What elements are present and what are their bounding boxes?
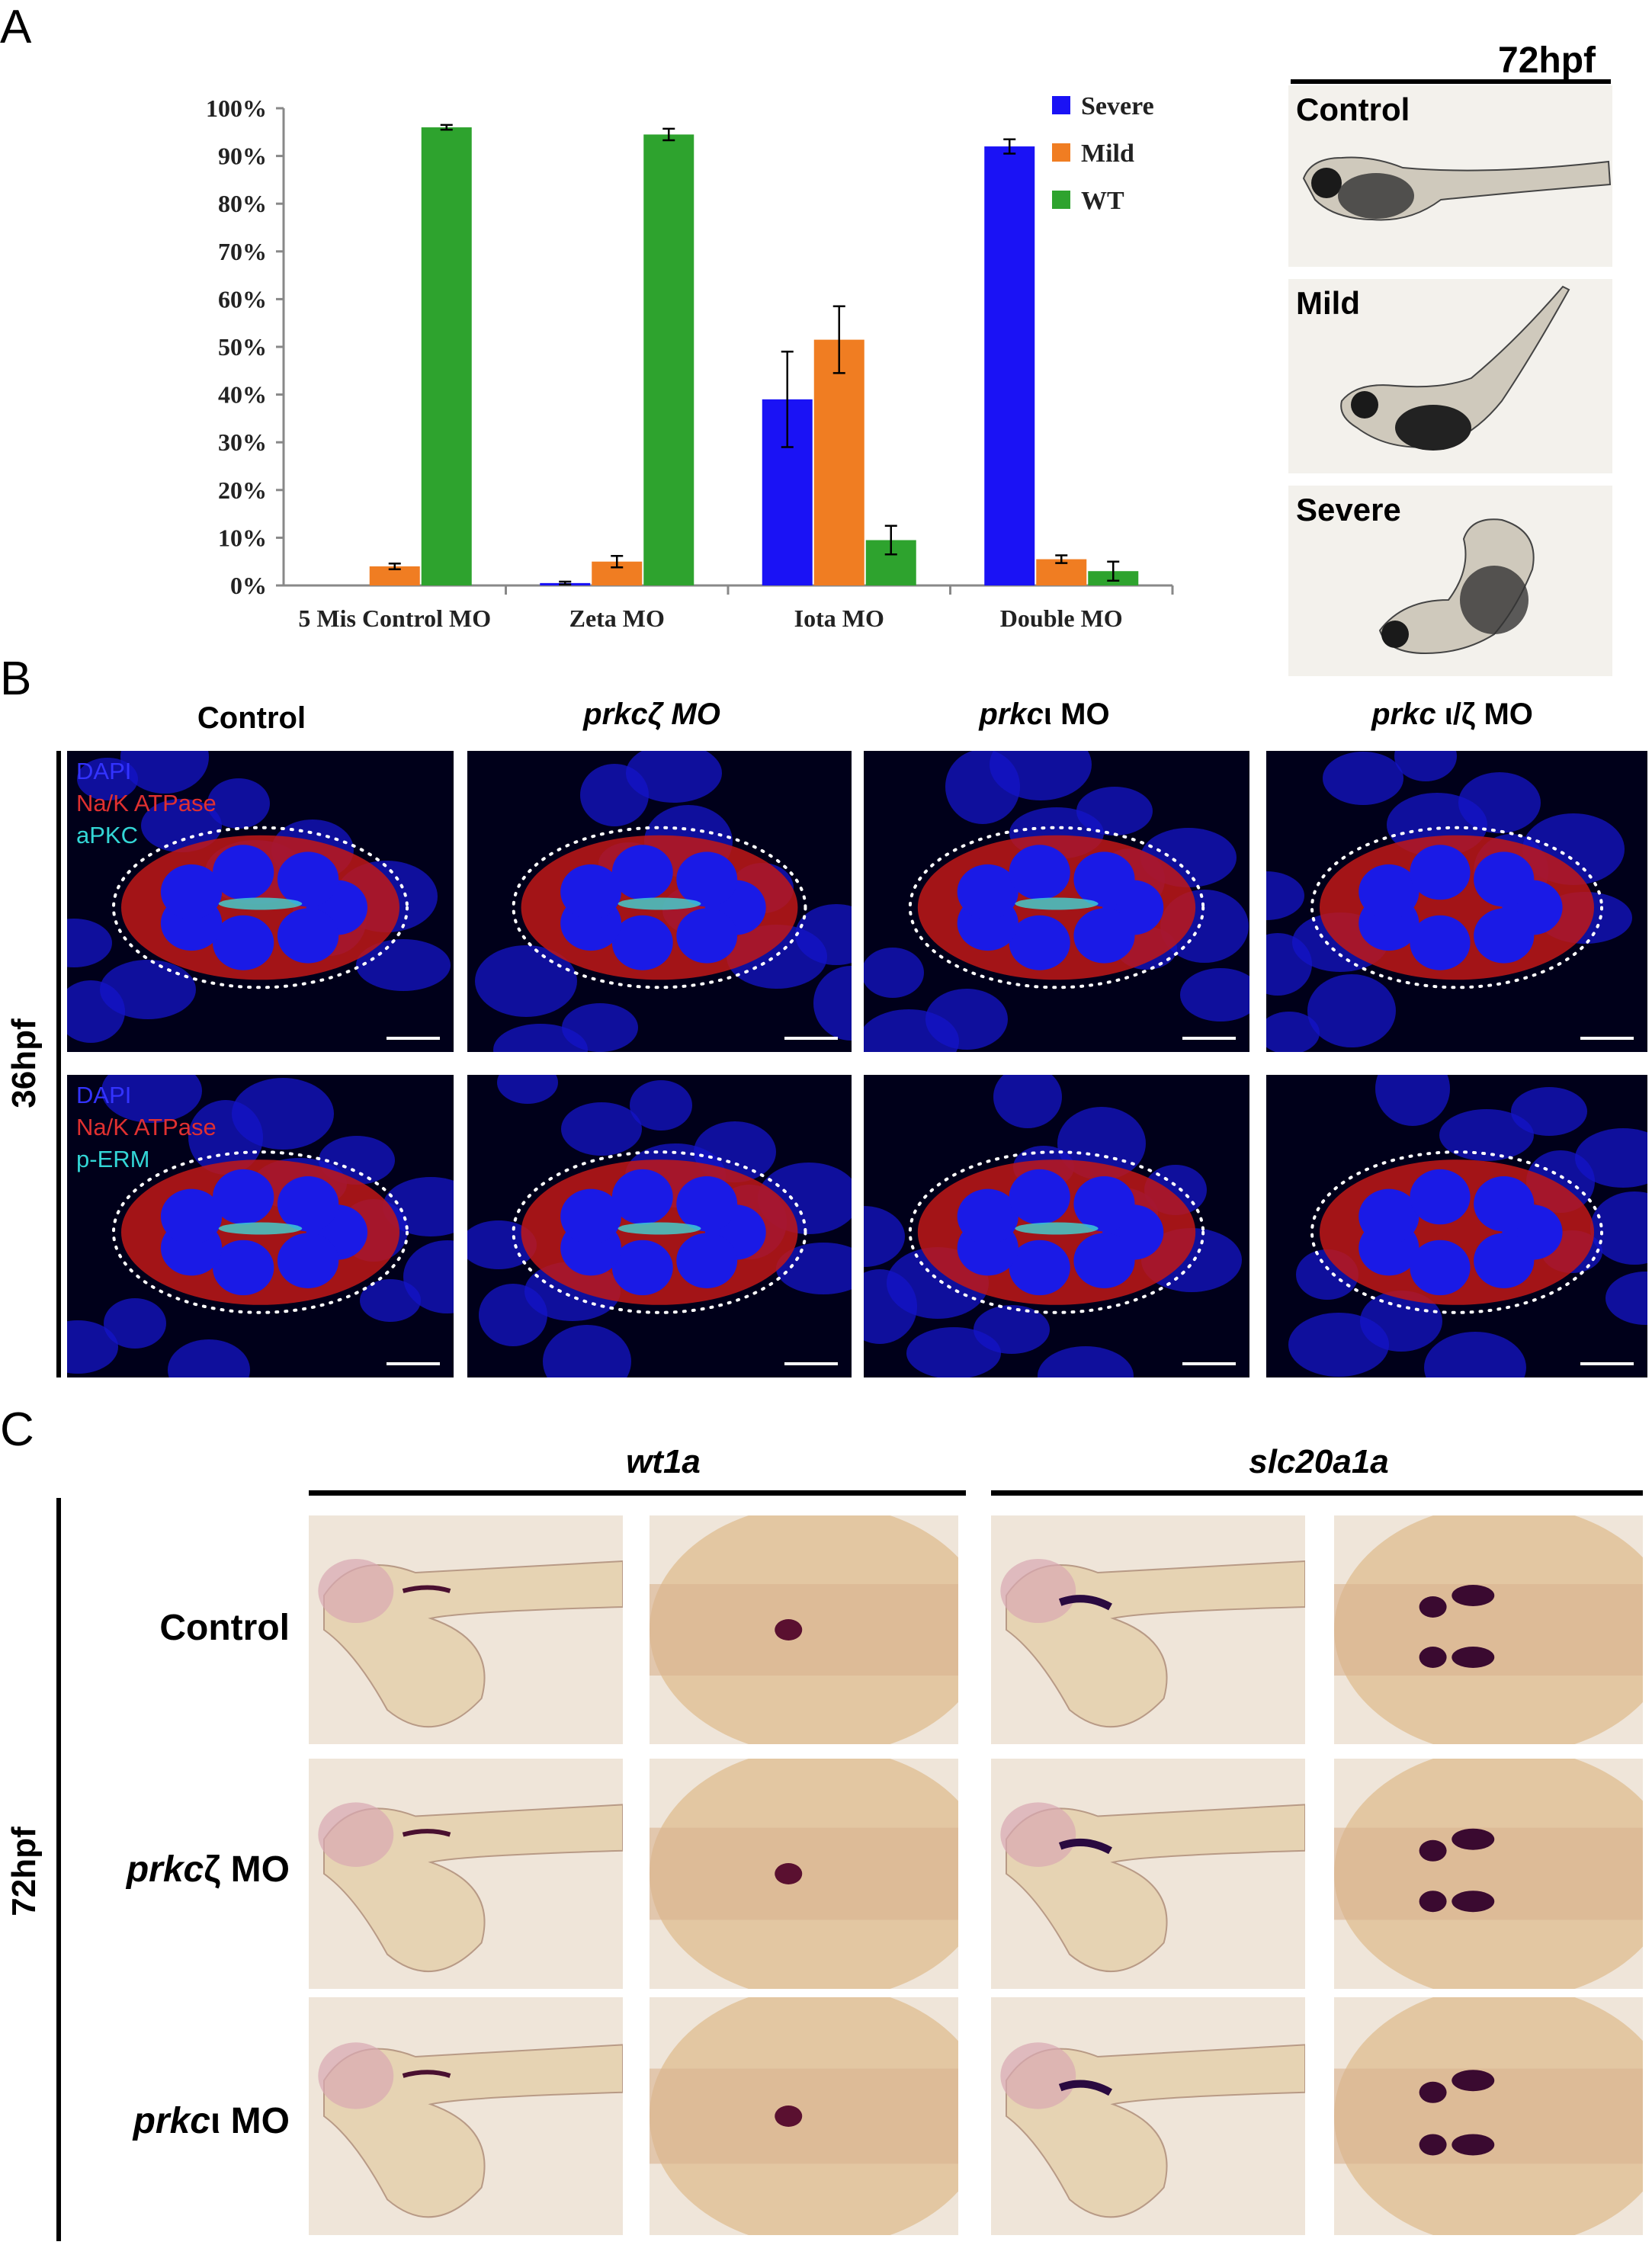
panel-c-row-control: Control — [159, 1608, 290, 1648]
micro-tile: DAPI Na/K ATPase aPKC — [67, 751, 454, 1052]
legend-swatch — [1052, 191, 1070, 209]
y-tick-label: 60% — [218, 285, 267, 313]
scale-bar — [1182, 1362, 1236, 1365]
bar — [984, 146, 1035, 585]
micro-tile — [1266, 751, 1647, 1052]
panel-b-col-title-prkciz: prkc ι/ζ MO — [1371, 698, 1533, 731]
panel-letter-a: A — [0, 1, 32, 53]
y-tick-label: 80% — [218, 190, 267, 217]
embryo-label-control: Control — [1296, 91, 1410, 127]
panel-c-side-bar — [56, 1498, 61, 2241]
panel-c-gene-line-wt1a — [309, 1490, 966, 1496]
micro-tile — [467, 751, 852, 1052]
panel-b-side-bar — [56, 751, 61, 1377]
micro-tile — [1266, 1075, 1647, 1377]
ish-tile — [991, 1759, 1305, 1989]
embryo-image-mild: Mild — [1288, 279, 1612, 473]
scale-bar — [1182, 1037, 1236, 1040]
embryo-image-severe: Severe — [1288, 486, 1612, 676]
embryo-label-severe: Severe — [1296, 492, 1401, 528]
x-tick-label: 5 Mis Control MO — [298, 605, 491, 632]
y-tick-label: 100% — [206, 95, 267, 122]
legend-label: Mild — [1081, 140, 1134, 168]
scale-bar — [1580, 1362, 1634, 1365]
ish-tile — [650, 1515, 958, 1744]
x-tick-label: Double MO — [1000, 605, 1123, 632]
ish-tile — [991, 1997, 1305, 2235]
panel-letter-b: B — [0, 653, 32, 705]
legend-label: WT — [1081, 187, 1124, 215]
y-tick-label: 30% — [218, 428, 267, 456]
ish-tile — [991, 1515, 1305, 1744]
stain-legend: DAPI Na/K ATPase p-ERM — [76, 1079, 217, 1175]
ish-tile — [309, 1997, 623, 2235]
x-tick-label: Iota MO — [794, 605, 884, 632]
bar-chart: 0% 10% 20% 30% 40% 50% 60% 70% 80% 90% 100% 5 Mis C… — [206, 92, 1174, 632]
bar — [643, 134, 694, 585]
y-tick-label: 50% — [218, 333, 267, 361]
panel-c-stage-label: 72hpf — [5, 1826, 43, 1916]
stain-label: Na/K ATPase — [76, 790, 217, 816]
legend-swatch — [1052, 143, 1070, 162]
y-tick-label: 0% — [230, 572, 267, 599]
stage-line-72hpf — [1291, 79, 1611, 84]
scale-bar — [784, 1362, 838, 1365]
panel-letter-c: C — [0, 1403, 34, 1456]
bar — [421, 127, 472, 586]
y-tick-label: 10% — [218, 524, 267, 551]
embryo-image-control: Control — [1288, 85, 1612, 267]
micro-tile — [864, 751, 1249, 1052]
stain-label: DAPI — [76, 758, 132, 784]
panel-b-col-title-control: Control — [197, 701, 306, 735]
panel-a-stage-label: 72hpf — [1498, 40, 1596, 81]
scale-bar — [387, 1362, 440, 1365]
stain-label: DAPI — [76, 1082, 132, 1108]
ish-tile — [309, 1759, 623, 1989]
micro-tile: DAPI Na/K ATPase p-ERM — [67, 1075, 454, 1377]
micro-tile — [864, 1075, 1249, 1377]
ish-tile — [309, 1515, 623, 1744]
panel-c-gene-line-slc20a1a — [991, 1490, 1643, 1496]
y-tick-label: 40% — [218, 381, 267, 409]
embryo-severe-illustration — [1378, 518, 1535, 655]
panel-c-row-prkcz: prkcζ MO — [126, 1849, 290, 1890]
ish-tile — [1334, 1759, 1643, 1989]
stain-legend: DAPI Na/K ATPase aPKC — [76, 755, 217, 851]
micro-tile — [467, 1075, 852, 1377]
ish-tile — [1334, 1997, 1643, 2235]
ish-tile — [1334, 1515, 1643, 1744]
y-tick-label: 20% — [218, 476, 267, 504]
panel-b-stage-label: 36hpf — [5, 1018, 43, 1108]
panel-c-gene-slc20a1a: slc20a1a — [1249, 1443, 1389, 1480]
scale-bar — [784, 1037, 838, 1040]
stain-label: p-ERM — [76, 1146, 150, 1172]
panel-c-gene-wt1a: wt1a — [626, 1443, 701, 1480]
embryo-mild-illustration — [1340, 285, 1570, 451]
x-tick-label: Zeta MO — [569, 605, 665, 632]
y-tick-label: 90% — [218, 143, 267, 170]
embryo-control-illustration — [1302, 156, 1612, 221]
ish-tile — [650, 1997, 958, 2235]
scale-bar — [1580, 1037, 1634, 1040]
stain-label: Na/K ATPase — [76, 1114, 217, 1140]
ish-tile — [650, 1759, 958, 1989]
panel-c-row-prkci: prkcι MO — [133, 2101, 290, 2141]
bar — [813, 339, 864, 585]
panel-b-col-title-prkcz: prkcζ MO — [583, 698, 720, 731]
legend-swatch — [1052, 96, 1070, 114]
stain-label: aPKC — [76, 822, 138, 848]
y-tick-label: 70% — [218, 238, 267, 265]
scale-bar — [387, 1037, 440, 1040]
panel-b-col-title-prkci: prkcι MO — [979, 698, 1110, 731]
embryo-label-mild: Mild — [1296, 285, 1360, 321]
legend-label: Severe — [1081, 92, 1154, 120]
